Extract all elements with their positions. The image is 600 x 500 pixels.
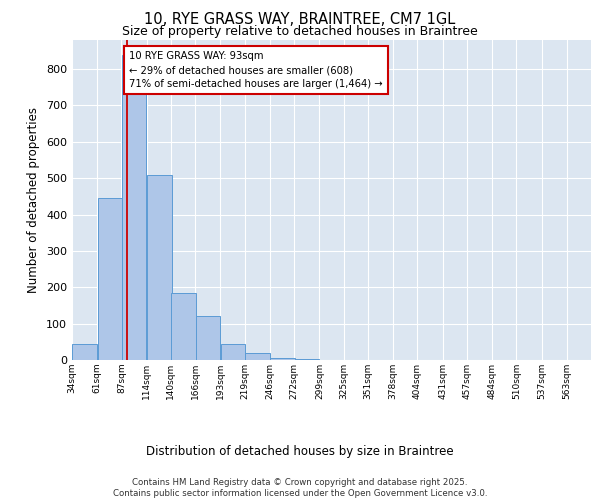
Bar [73, 344, 97, 360]
Text: 10 RYE GRASS WAY: 93sqm
← 29% of detached houses are smaller (608)
71% of semi-d: 10 RYE GRASS WAY: 93sqm ← 29% of detache… [129, 51, 383, 89]
Bar [122, 54, 146, 360]
Bar [147, 174, 172, 360]
Bar [270, 358, 295, 360]
Y-axis label: Number of detached properties: Number of detached properties [28, 107, 40, 293]
Text: Size of property relative to detached houses in Braintree: Size of property relative to detached ho… [122, 25, 478, 38]
Bar [172, 292, 196, 360]
Bar [245, 354, 269, 360]
Bar [98, 198, 122, 360]
Bar [196, 316, 220, 360]
Text: 10, RYE GRASS WAY, BRAINTREE, CM7 1GL: 10, RYE GRASS WAY, BRAINTREE, CM7 1GL [145, 12, 455, 28]
Bar [221, 344, 245, 360]
Text: Contains HM Land Registry data © Crown copyright and database right 2025.
Contai: Contains HM Land Registry data © Crown c… [113, 478, 487, 498]
Text: Distribution of detached houses by size in Braintree: Distribution of detached houses by size … [146, 444, 454, 458]
